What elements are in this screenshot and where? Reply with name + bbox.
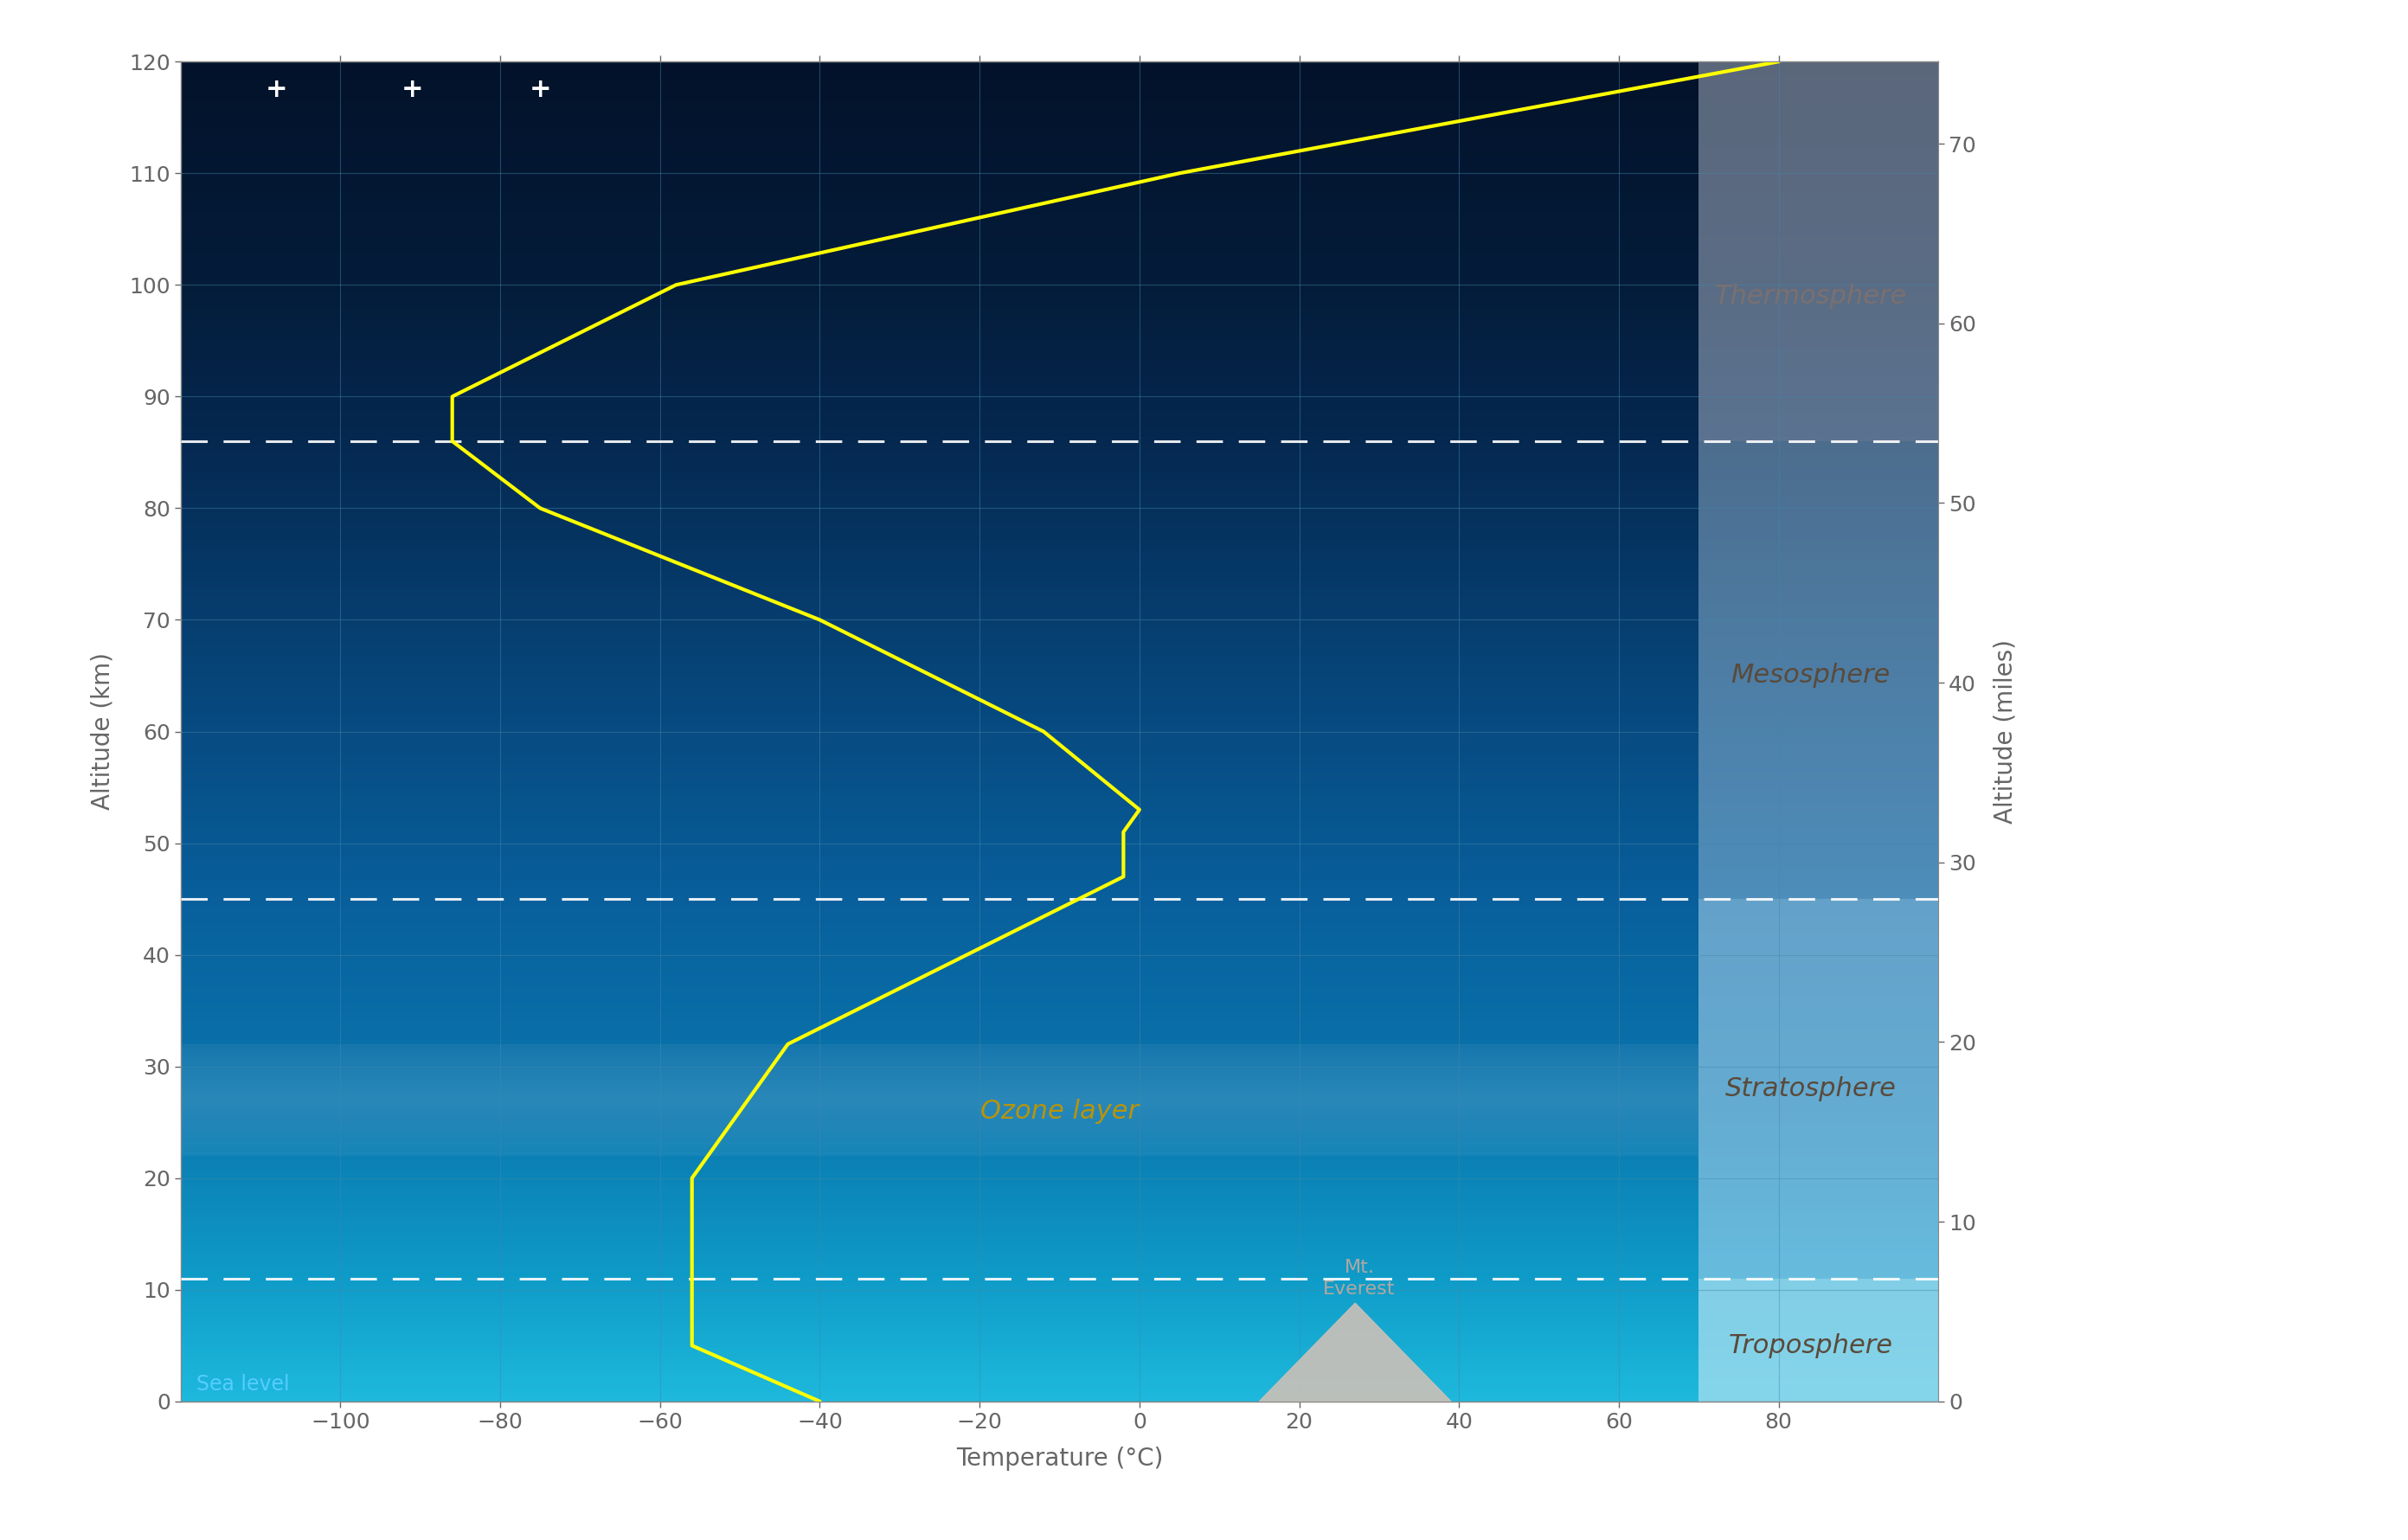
X-axis label: Temperature (°C): Temperature (°C) (956, 1446, 1163, 1471)
Text: Thermosphere: Thermosphere (1714, 283, 1907, 308)
Text: Stratosphere: Stratosphere (1724, 1076, 1895, 1101)
Y-axis label: Altitude (miles): Altitude (miles) (1994, 639, 2018, 824)
Text: Mesosphere: Mesosphere (1731, 664, 1890, 688)
Text: +: + (402, 77, 424, 102)
Text: Mt.
Everest: Mt. Everest (1322, 1258, 1394, 1298)
Polygon shape (1259, 1303, 1452, 1401)
Text: +: + (265, 77, 287, 102)
Text: Sea level: Sea level (197, 1374, 289, 1395)
Text: +: + (530, 77, 551, 102)
Y-axis label: Altitude (km): Altitude (km) (92, 653, 116, 810)
Text: Ozone layer: Ozone layer (980, 1098, 1139, 1124)
Text: Troposphere: Troposphere (1729, 1334, 1893, 1358)
